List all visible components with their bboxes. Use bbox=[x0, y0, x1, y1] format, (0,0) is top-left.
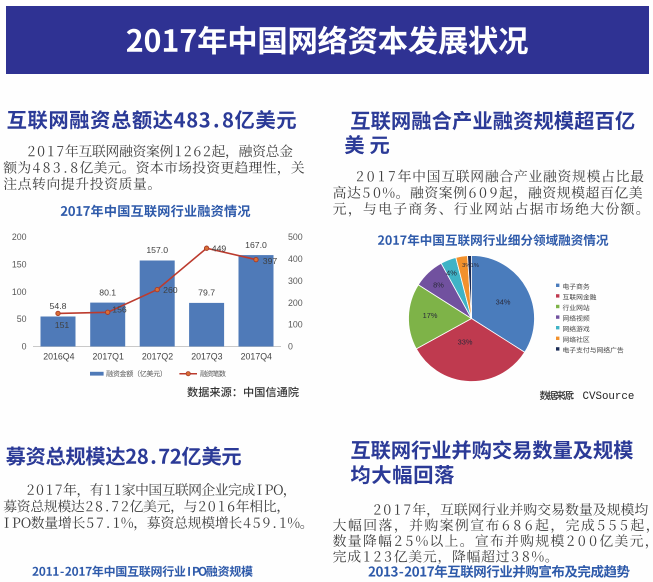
svg-text:3%1%: 3%1% bbox=[462, 263, 479, 269]
svg-text:397: 397 bbox=[263, 256, 278, 266]
svg-text:2017Q3: 2017Q3 bbox=[191, 351, 222, 361]
svg-text:17%: 17% bbox=[423, 311, 438, 320]
svg-text:167.0: 167.0 bbox=[245, 240, 267, 250]
svg-text:50: 50 bbox=[17, 314, 27, 324]
svg-text:2017Q1: 2017Q1 bbox=[93, 351, 124, 361]
svg-text:260: 260 bbox=[163, 285, 178, 295]
svg-text:156: 156 bbox=[112, 304, 127, 314]
svg-text:0: 0 bbox=[22, 342, 27, 352]
svg-text:449: 449 bbox=[212, 244, 227, 254]
svg-text:100: 100 bbox=[288, 320, 303, 330]
svg-text:300: 300 bbox=[288, 276, 303, 286]
svg-text:200: 200 bbox=[12, 232, 27, 242]
svg-text:34%: 34% bbox=[496, 298, 511, 307]
svg-text:400: 400 bbox=[288, 254, 303, 264]
svg-text:CVSource: CVSource bbox=[583, 391, 635, 403]
svg-text:80.1: 80.1 bbox=[99, 287, 116, 297]
svg-text:100: 100 bbox=[12, 287, 27, 297]
svg-text:150: 150 bbox=[12, 260, 27, 270]
svg-text:33%: 33% bbox=[458, 338, 473, 347]
svg-text:2017Q2: 2017Q2 bbox=[142, 351, 173, 361]
svg-text:79.7: 79.7 bbox=[198, 288, 215, 298]
svg-text:2017Q4: 2017Q4 bbox=[241, 351, 272, 361]
svg-text:4%: 4% bbox=[446, 269, 457, 278]
svg-text:200: 200 bbox=[288, 298, 303, 308]
svg-text:8%: 8% bbox=[433, 281, 444, 290]
svg-text:54.8: 54.8 bbox=[50, 301, 67, 311]
svg-text:151: 151 bbox=[55, 320, 70, 330]
svg-text:500: 500 bbox=[288, 232, 303, 242]
svg-text:0: 0 bbox=[288, 342, 293, 352]
svg-text:157.0: 157.0 bbox=[146, 245, 168, 255]
svg-text:2016Q4: 2016Q4 bbox=[43, 351, 74, 361]
